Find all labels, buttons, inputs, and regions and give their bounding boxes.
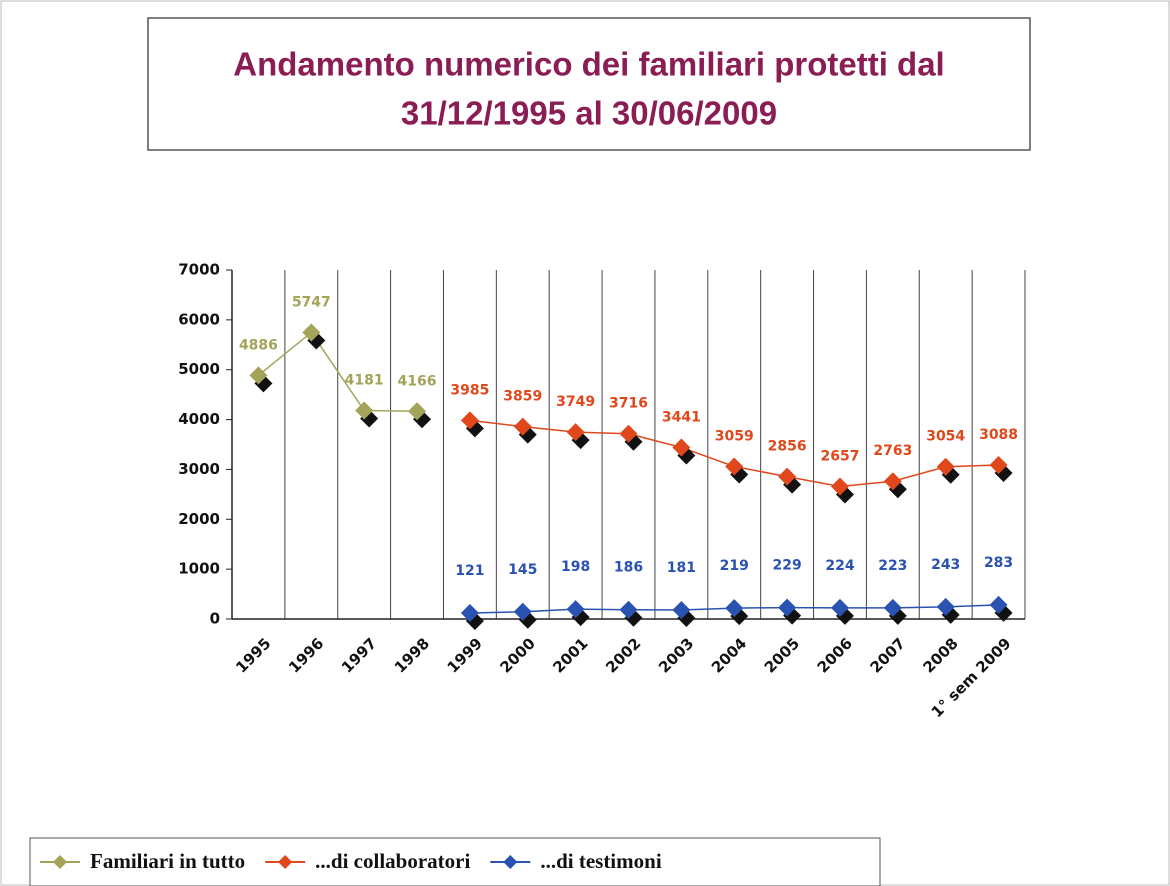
data-label: 3059 (715, 428, 754, 444)
legend-marker (503, 855, 518, 869)
marker (883, 472, 902, 491)
marker (936, 597, 955, 616)
y-tick-label: 4000 (178, 410, 220, 428)
legend-marker (53, 855, 67, 869)
legend-box (29, 837, 881, 886)
data-label: 3985 (450, 382, 489, 398)
y-tick-label: 7000 (178, 261, 220, 279)
y-tick-label: 5000 (178, 360, 220, 378)
y-tick-label: 1000 (178, 560, 220, 578)
data-label: 224 (825, 558, 854, 574)
marker (883, 598, 902, 617)
y-tick-label: 6000 (178, 310, 220, 328)
legend-label: Familiari in tutto (90, 849, 245, 873)
marker (830, 477, 849, 496)
data-label: 3441 (662, 409, 701, 425)
data-label: 219 (720, 558, 749, 574)
title-box (147, 17, 1031, 151)
data-label: 2657 (820, 449, 859, 465)
y-tick-label: 2000 (178, 510, 220, 528)
marker (249, 366, 268, 385)
data-label: 4886 (239, 337, 278, 353)
marker (302, 323, 321, 342)
data-label: 3716 (609, 396, 648, 412)
chart-title: Andamento numerico dei familiari protett… (233, 46, 944, 83)
marker (989, 595, 1008, 614)
data-label: 198 (561, 559, 590, 575)
data-label: 229 (772, 558, 801, 574)
data-label: 2763 (873, 443, 912, 459)
data-label: 181 (667, 560, 696, 576)
y-tick-label: 0 (210, 610, 220, 628)
y-tick-label: 3000 (178, 460, 220, 478)
marker (778, 467, 797, 486)
marker (725, 457, 744, 476)
chart-title: 31/12/1995 al 30/06/2009 (401, 95, 777, 132)
data-label: 2856 (768, 439, 807, 455)
marker (725, 599, 744, 618)
marker (778, 598, 797, 617)
marker (672, 600, 691, 619)
marker (513, 602, 532, 621)
data-label: 223 (878, 558, 907, 574)
data-label: 3054 (926, 429, 965, 445)
legend: Familiari in tutto ...di collaboratori...… (40, 849, 662, 873)
marker (408, 402, 427, 421)
legend-marker (278, 855, 293, 869)
marker (830, 598, 849, 617)
marker (619, 424, 638, 443)
data-label: 121 (455, 563, 484, 579)
legend-label: ...di testimoni (540, 849, 662, 873)
data-label: 3749 (556, 394, 595, 410)
data-label: 4166 (398, 373, 437, 389)
legend-label: ...di collaboratori (315, 849, 470, 873)
marker (513, 417, 532, 436)
marker-shadow (254, 374, 273, 393)
data-label: 283 (984, 555, 1013, 571)
data-label: 3859 (503, 389, 542, 405)
data-label: 3088 (979, 427, 1018, 443)
data-label: 186 (614, 560, 643, 576)
data-label: 4181 (345, 373, 384, 389)
marker (672, 438, 691, 457)
series-line (257, 331, 418, 413)
marker (619, 600, 638, 619)
marker (989, 456, 1008, 475)
data-label: 145 (508, 562, 537, 578)
marker (460, 603, 479, 622)
data-label: 243 (931, 557, 960, 573)
marker (936, 457, 955, 476)
marker (460, 411, 479, 430)
marker (566, 423, 585, 442)
marker (355, 401, 374, 420)
marker (566, 600, 585, 619)
data-label: 5747 (292, 294, 331, 310)
